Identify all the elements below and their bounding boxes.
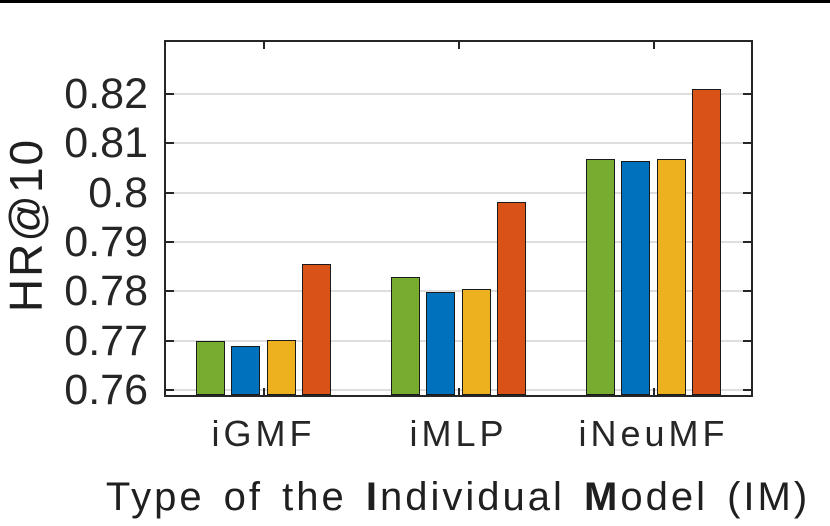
- y-tick-mark-right: [743, 290, 751, 293]
- gridline: [166, 142, 751, 145]
- y-tick-label: 0.76: [64, 366, 148, 415]
- bar-iMLP-series-blue: [426, 291, 456, 395]
- bar-iGMF-series-yellow: [266, 340, 296, 395]
- bar-iNeuMF-series-orange: [692, 89, 722, 395]
- bar-iNeuMF-series-yellow: [656, 158, 686, 395]
- bar-iNeuMF-series-blue: [621, 161, 651, 395]
- x-tick-label-iGMF: iGMF: [211, 413, 316, 454]
- x-axis-label-bold-segment: I: [365, 475, 380, 519]
- bar-iMLP-series-yellow: [461, 289, 491, 395]
- y-tick-mark-left: [166, 240, 174, 243]
- y-tick-label: 0.8: [88, 168, 148, 217]
- x-axis-label: Type of the Individual Model (IM): [106, 474, 810, 520]
- x-axis-label-segment: odel (IM): [620, 475, 811, 519]
- y-tick-mark-right: [743, 92, 751, 95]
- bar-iNeuMF-series-green: [585, 158, 615, 395]
- y-tick-mark-right: [743, 339, 751, 342]
- gridline: [166, 240, 751, 243]
- y-tick-mark-left: [166, 389, 174, 392]
- x-tick-mark-bottom: [652, 388, 655, 395]
- y-tick-label: 0.78: [64, 267, 148, 316]
- x-tick-label-iNeuMF: iNeuMF: [578, 413, 729, 454]
- plot-area: [164, 40, 753, 397]
- y-tick-mark-right: [743, 389, 751, 392]
- y-tick-label: 0.81: [64, 119, 148, 168]
- y-tick-mark-left: [166, 142, 174, 145]
- y-tick-mark-right: [743, 191, 751, 194]
- x-tick-mark-bottom: [457, 388, 460, 395]
- x-tick-mark-top: [457, 42, 460, 49]
- bar-iMLP-series-orange: [497, 201, 527, 395]
- y-tick-mark-right: [743, 240, 751, 243]
- bar-iMLP-series-green: [390, 277, 420, 395]
- gridline: [166, 191, 751, 194]
- x-tick-mark-bottom: [262, 388, 265, 395]
- x-tick-mark-top: [652, 42, 655, 49]
- gridline: [166, 92, 751, 95]
- x-tick-mark-top: [262, 42, 265, 49]
- gridline: [166, 290, 751, 293]
- x-axis-label-bold-segment: M: [584, 475, 621, 519]
- bar-iGMF-series-blue: [231, 346, 261, 395]
- y-tick-label: 0.77: [64, 316, 148, 365]
- y-tick-mark-left: [166, 339, 174, 342]
- y-tick-mark-right: [743, 142, 751, 145]
- bar-iGMF-series-green: [195, 341, 225, 395]
- y-tick-label: 0.82: [64, 69, 148, 118]
- gridline: [166, 339, 751, 342]
- y-tick-mark-left: [166, 290, 174, 293]
- top-border-rule: [0, 0, 830, 3]
- x-axis-label-segment: ndividual: [380, 475, 585, 519]
- bar-iGMF-series-orange: [302, 264, 332, 395]
- y-tick-label: 0.79: [64, 217, 148, 266]
- x-tick-label-iMLP: iMLP: [409, 413, 508, 454]
- x-axis-label-segment: Type of the: [105, 475, 366, 519]
- y-tick-mark-left: [166, 92, 174, 95]
- y-tick-mark-left: [166, 191, 174, 194]
